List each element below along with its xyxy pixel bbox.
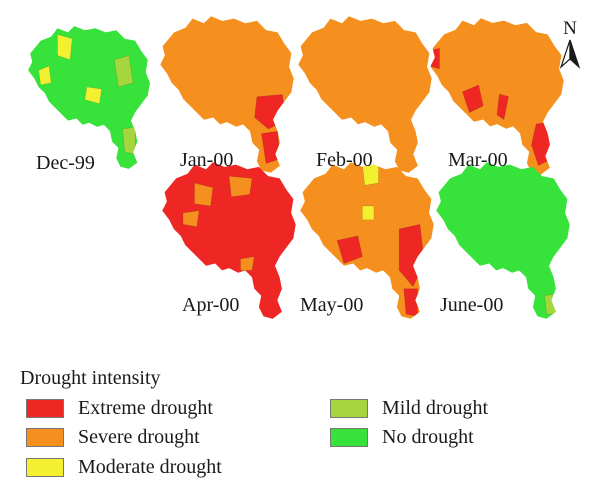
legend-item-severe: Severe drought: [26, 425, 200, 449]
map-label-june-00: June-00: [440, 294, 504, 316]
legend-label-severe: Severe drought: [78, 425, 200, 448]
map-patch-extreme: [430, 47, 440, 70]
map-patch-extreme: [496, 93, 509, 121]
map-patch-moderate: [362, 205, 375, 221]
legend-label-none: No drought: [382, 425, 474, 448]
map-label-dec-99: Dec-99: [36, 152, 95, 174]
map-patch-moderate: [38, 65, 52, 86]
map-label-feb-00: Feb-00: [316, 149, 373, 171]
district-map-dec-99: [28, 26, 150, 169]
map-label-apr-00: Apr-00: [182, 294, 240, 316]
map-label-may-00: May-00: [300, 294, 364, 316]
map-label-jan-00: Jan-00: [180, 149, 234, 171]
legend-swatch-moderate: [26, 457, 64, 477]
legend-swatch-severe: [26, 427, 64, 447]
legend-item-extreme: Extreme drought: [26, 396, 213, 420]
map-base-june-00: [436, 162, 570, 319]
district-map-feb-00: [298, 16, 432, 173]
north-arrow-icon: N: [559, 18, 581, 69]
map-base-may-00: [300, 162, 434, 319]
legend-swatch-mild: [330, 398, 368, 418]
legend-item-mild: Mild drought: [330, 396, 488, 420]
map-label-mar-00: Mar-00: [448, 149, 508, 171]
map-patch-extreme: [336, 235, 363, 264]
map-patch-mild: [113, 55, 134, 88]
legend-swatch-none: [330, 427, 368, 447]
legend-label-mild: Mild drought: [382, 396, 489, 419]
legend-label-moderate: Moderate drought: [78, 455, 222, 478]
map-base-feb-00: [298, 16, 432, 173]
north-label: N: [563, 18, 577, 39]
legend-item-moderate: Moderate drought: [26, 455, 222, 479]
legend-title: Drought intensity: [20, 367, 161, 389]
map-patch-severe: [240, 256, 255, 271]
map-patch-severe: [228, 175, 253, 198]
map-patch-extreme: [462, 84, 484, 114]
legend-label-extreme: Extreme drought: [78, 396, 213, 419]
map-patch-moderate: [84, 86, 102, 105]
map-base-jan-00: [160, 16, 294, 173]
map-patch-moderate: [57, 34, 73, 61]
legend-swatch-extreme: [26, 398, 64, 418]
map-patch-severe: [182, 210, 200, 228]
map-patch-extreme: [403, 288, 418, 317]
legend-item-none: No drought: [330, 425, 474, 449]
map-patch-mild: [122, 126, 136, 155]
drought-maps: [28, 16, 570, 319]
district-map-apr-00: [162, 162, 296, 319]
map-base-mar-00: [430, 18, 564, 175]
map-patch-mild: [544, 292, 559, 315]
map-patch-severe: [194, 182, 214, 207]
